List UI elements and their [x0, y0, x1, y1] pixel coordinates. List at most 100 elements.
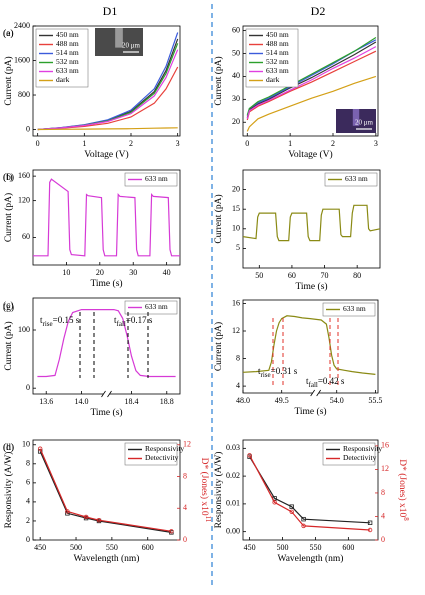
legend-label: dark	[56, 75, 70, 84]
y-tick-label: 0.03	[226, 443, 240, 452]
x-tick-label: 3	[176, 139, 180, 148]
x-axis-label: Time (s)	[295, 281, 327, 292]
panel-label: (c)	[3, 300, 14, 311]
y-tick-label: 0	[26, 383, 30, 392]
y-tick-label: 0.02	[226, 471, 240, 480]
annotation: tfall=0.42 s	[306, 376, 345, 389]
panel-label: (g)	[3, 302, 14, 313]
series-line	[33, 178, 180, 257]
y-tick-label: 10	[22, 440, 30, 449]
y2-axis-label: D* (Jones) x1011	[199, 458, 213, 523]
point-marker	[367, 520, 373, 525]
legend-label: 514 nm	[56, 48, 79, 57]
panel: 0 100 13.6 14.0 18.4 18.8 Time (s) Current (pA)…	[3, 297, 181, 418]
series-line	[246, 41, 377, 118]
x-tick-label: 1	[288, 139, 292, 148]
y-tick-label: 10	[232, 224, 240, 233]
annotation-subscript: rise	[261, 371, 271, 379]
y-axis-label: Current (pA)	[213, 56, 224, 105]
y-axis-label: Current (pA)	[3, 193, 14, 242]
x-axis-label: Time (s)	[90, 278, 122, 289]
y-tick-label: 4	[26, 497, 30, 506]
plot-frame	[242, 25, 379, 137]
x-axis-label: Time (s)	[90, 407, 122, 418]
x-tick-label: 18.4	[125, 397, 139, 406]
y2-tick-label: 8	[381, 488, 385, 497]
axis-break	[101, 390, 112, 398]
y2-tick-label: 0	[183, 535, 187, 544]
point-marker	[169, 529, 174, 534]
panel-label: (a)	[3, 28, 14, 39]
x-tick-label: 40	[163, 268, 171, 277]
y-tick-label: 2400	[14, 21, 30, 30]
legend-label: Detectivity	[145, 453, 179, 462]
legend-box	[322, 442, 376, 466]
y-tick-label: 60	[22, 232, 30, 241]
x-tick-label: 50	[255, 271, 263, 280]
y-tick-label: 12	[232, 326, 240, 335]
y-tick-label: 6	[26, 478, 30, 487]
legend-label: 450 nm	[56, 30, 79, 39]
legend-label: Detectivity	[343, 453, 377, 462]
legend-label: 450 nm	[266, 30, 289, 39]
x-tick-label: 600	[142, 543, 154, 552]
column-title: D1	[103, 4, 118, 18]
plot-frame	[32, 169, 181, 266]
annotation: trise=0.15 s	[40, 315, 80, 328]
y-tick-label: 4	[236, 381, 240, 390]
y2-label-exponent: 8	[402, 517, 410, 521]
series-line	[39, 451, 172, 533]
y2-tick-label: 12	[183, 440, 191, 449]
point-marker	[301, 516, 306, 522]
y-axis-label: Current (pA)	[213, 194, 224, 243]
axis-break-gap	[103, 392, 110, 396]
y2-label-text: D* (Jones) x10	[397, 459, 408, 517]
x-tick-label: 18.8	[160, 397, 174, 406]
y-tick-label: 50	[232, 48, 240, 57]
series-line	[37, 127, 178, 131]
annotation-value: =0.15 s	[53, 315, 80, 325]
legend-label: 633 nm	[145, 302, 168, 311]
annotation: trise=0.31 s	[258, 366, 298, 379]
y-tick-label: 60	[232, 25, 240, 34]
point-marker	[65, 509, 70, 514]
inset-scale-label: 20 μm	[355, 119, 374, 127]
point-marker	[247, 454, 252, 459]
series-line	[37, 49, 179, 131]
series-line	[249, 456, 371, 524]
legend-label: 532 nm	[266, 57, 289, 66]
y-tick-label: 8	[236, 353, 240, 362]
x-tick-label: 550	[309, 543, 321, 552]
x-tick-label: 1	[82, 139, 86, 148]
x-tick-label: 450	[244, 543, 256, 552]
legend-label: dark	[266, 75, 280, 84]
inset-feature	[115, 28, 123, 48]
annotation-symbol: t	[258, 366, 261, 376]
panel: 60 120 160 10 20 30 40 Time (s) Current (pA) (b) 6…	[3, 169, 181, 289]
legend-box	[124, 172, 178, 187]
inset-scale-label: 20 μm	[122, 42, 141, 50]
annotation-subscript: fall	[117, 320, 126, 328]
x-tick-label: 55.5	[368, 396, 382, 405]
series-line	[37, 309, 176, 378]
legend-label: Responsivity	[145, 444, 184, 453]
x-tick-label: 0	[245, 139, 249, 148]
legend-label: 532 nm	[56, 57, 79, 66]
x-axis-label: Wavelength (nm)	[74, 553, 140, 564]
annotation-value: =0.17 s	[126, 315, 153, 325]
x-tick-label: 70	[321, 271, 329, 280]
x-tick-label: 2	[331, 139, 335, 148]
y-tick-label: 20	[232, 117, 240, 126]
legend-label: 514 nm	[266, 48, 289, 57]
y2-label-text: D* (Jones) x10	[199, 458, 210, 516]
series-line	[246, 75, 377, 132]
legend-box	[245, 28, 299, 88]
annotation-subscript: rise	[43, 320, 53, 328]
legend-label: 633 nm	[343, 304, 366, 313]
x-tick-label: 13.6	[39, 397, 53, 406]
y-tick-label: 120	[18, 195, 30, 204]
annotation-symbol: t	[114, 315, 117, 325]
point-marker	[289, 504, 294, 509]
y-tick-label: 40	[232, 71, 240, 80]
y-tick-label: 0	[26, 124, 30, 133]
